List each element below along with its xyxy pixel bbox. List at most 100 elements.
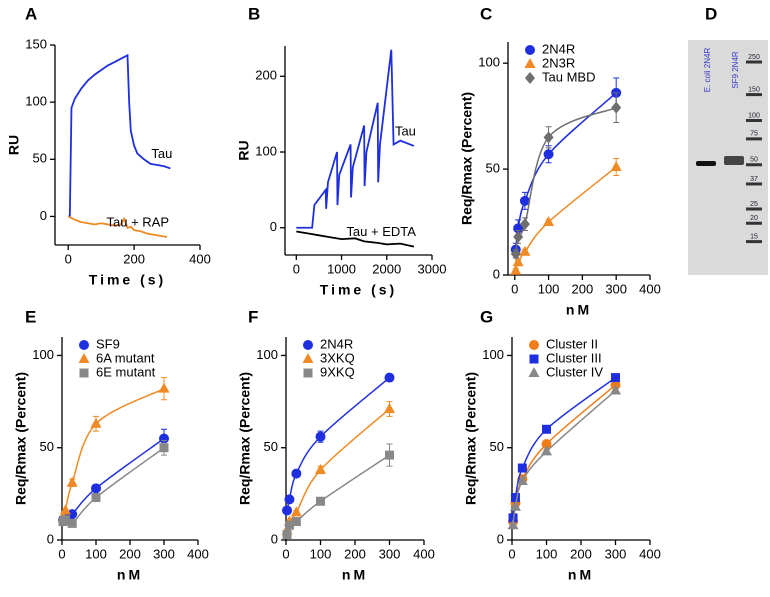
fit-curve (515, 106, 617, 254)
point (284, 520, 294, 530)
marker-band (746, 182, 762, 186)
point (384, 372, 395, 383)
legend-label: Cluster II (546, 336, 598, 351)
y-tick-label: 50 (486, 161, 500, 176)
y-tick-label: 100 (255, 143, 277, 158)
lane-label: SF9 2N4R (731, 51, 740, 89)
point (66, 476, 78, 487)
x-tick-label: 300 (605, 281, 627, 296)
marker-label: 250 (748, 54, 760, 61)
y-axis-label: Req/Rmax (Percent) (463, 372, 479, 505)
x-tick-label: 0 (511, 281, 518, 296)
legend-marker (79, 340, 89, 350)
y-axis-label: Req/Rmax (Percent) (237, 372, 253, 505)
legend-marker (528, 367, 540, 377)
legend-label: Tau MBD (542, 69, 595, 84)
y-tick-label: 50 (264, 439, 278, 454)
panel-letter: G (480, 307, 493, 326)
fit-curve (62, 388, 165, 519)
y-axis-label: RU (6, 135, 22, 155)
x-tick-label: 400 (639, 546, 661, 561)
marker-label: 100 (748, 112, 760, 119)
x-tick-label: 300 (605, 546, 627, 561)
y-axis-label: Req/Rmax (Percent) (13, 372, 29, 505)
legend-marker (525, 45, 535, 55)
marker-label: 15 (750, 233, 758, 240)
point (543, 149, 554, 160)
y-tick-label: 0 (493, 266, 500, 281)
point (519, 218, 530, 231)
legend-marker (525, 72, 535, 84)
y-tick-label: 100 (256, 347, 278, 362)
point (610, 160, 622, 171)
point (67, 518, 77, 528)
point (384, 402, 395, 413)
marker-band (746, 137, 762, 141)
point (315, 463, 326, 474)
x-tick-label: 400 (187, 546, 209, 561)
fit-curve (515, 92, 617, 250)
point (91, 483, 101, 494)
fit-curve (286, 408, 390, 531)
point (290, 506, 302, 517)
x-tick-label: 100 (538, 281, 560, 296)
panel-letter: A (25, 4, 37, 23)
y-tick-label: 50 (490, 439, 504, 454)
legend-label: 9XKQ (320, 364, 355, 379)
y-axis-label: Req/Rmax (Percent) (459, 92, 475, 225)
point (291, 468, 302, 479)
fit-curve (286, 377, 390, 511)
point (512, 256, 524, 267)
x-tick-label: 2000 (372, 261, 401, 276)
y-tick-label: 0 (40, 208, 47, 223)
x-tick-label: 300 (379, 546, 401, 561)
point (507, 519, 519, 530)
legend-marker (303, 368, 313, 378)
marker-band (746, 221, 762, 225)
panel-letter: C (480, 4, 492, 23)
point (516, 474, 528, 485)
point (282, 505, 293, 516)
x-tick-label: 0 (282, 546, 289, 561)
y-tick-label: 0 (497, 531, 504, 546)
gel-band (696, 161, 716, 166)
legend-marker (303, 340, 313, 350)
series-label: Tau + EDTA (346, 224, 416, 239)
point (510, 264, 522, 275)
x-tick-label: 3000 (418, 261, 447, 276)
series-line (67, 215, 168, 238)
series-label: Tau + RAP (107, 214, 170, 229)
y-tick-label: 200 (255, 68, 277, 83)
point (509, 500, 521, 511)
x-axis-label: nM (342, 567, 368, 583)
x-tick-label: 200 (123, 251, 145, 266)
point (519, 195, 530, 206)
legend-marker (79, 368, 89, 378)
y-tick-label: 0 (47, 531, 54, 546)
point (510, 247, 521, 260)
legend-label: 6E mutant (96, 364, 156, 379)
point (541, 439, 552, 450)
marker-band (746, 93, 762, 97)
x-tick-label: 0 (293, 261, 300, 276)
fit-curve (512, 389, 616, 526)
point (91, 493, 101, 503)
x-tick-label: 0 (58, 546, 65, 561)
x-tick-label: 400 (639, 281, 661, 296)
point (316, 496, 325, 506)
x-tick-label: 400 (189, 251, 211, 266)
x-tick-label: 200 (344, 546, 366, 561)
series-line (68, 53, 171, 218)
x-axis-label: Time (s) (320, 282, 397, 298)
point (59, 504, 71, 515)
x-tick-label: 200 (570, 546, 592, 561)
series-label: Tau (395, 123, 416, 138)
marker-label: 20 (750, 215, 758, 222)
legend-label: 2N3R (542, 55, 575, 70)
marker-label: 37 (750, 176, 758, 183)
point (282, 529, 292, 539)
point (513, 230, 524, 243)
gel-band (724, 156, 744, 165)
y-tick-label: 100 (482, 347, 504, 362)
